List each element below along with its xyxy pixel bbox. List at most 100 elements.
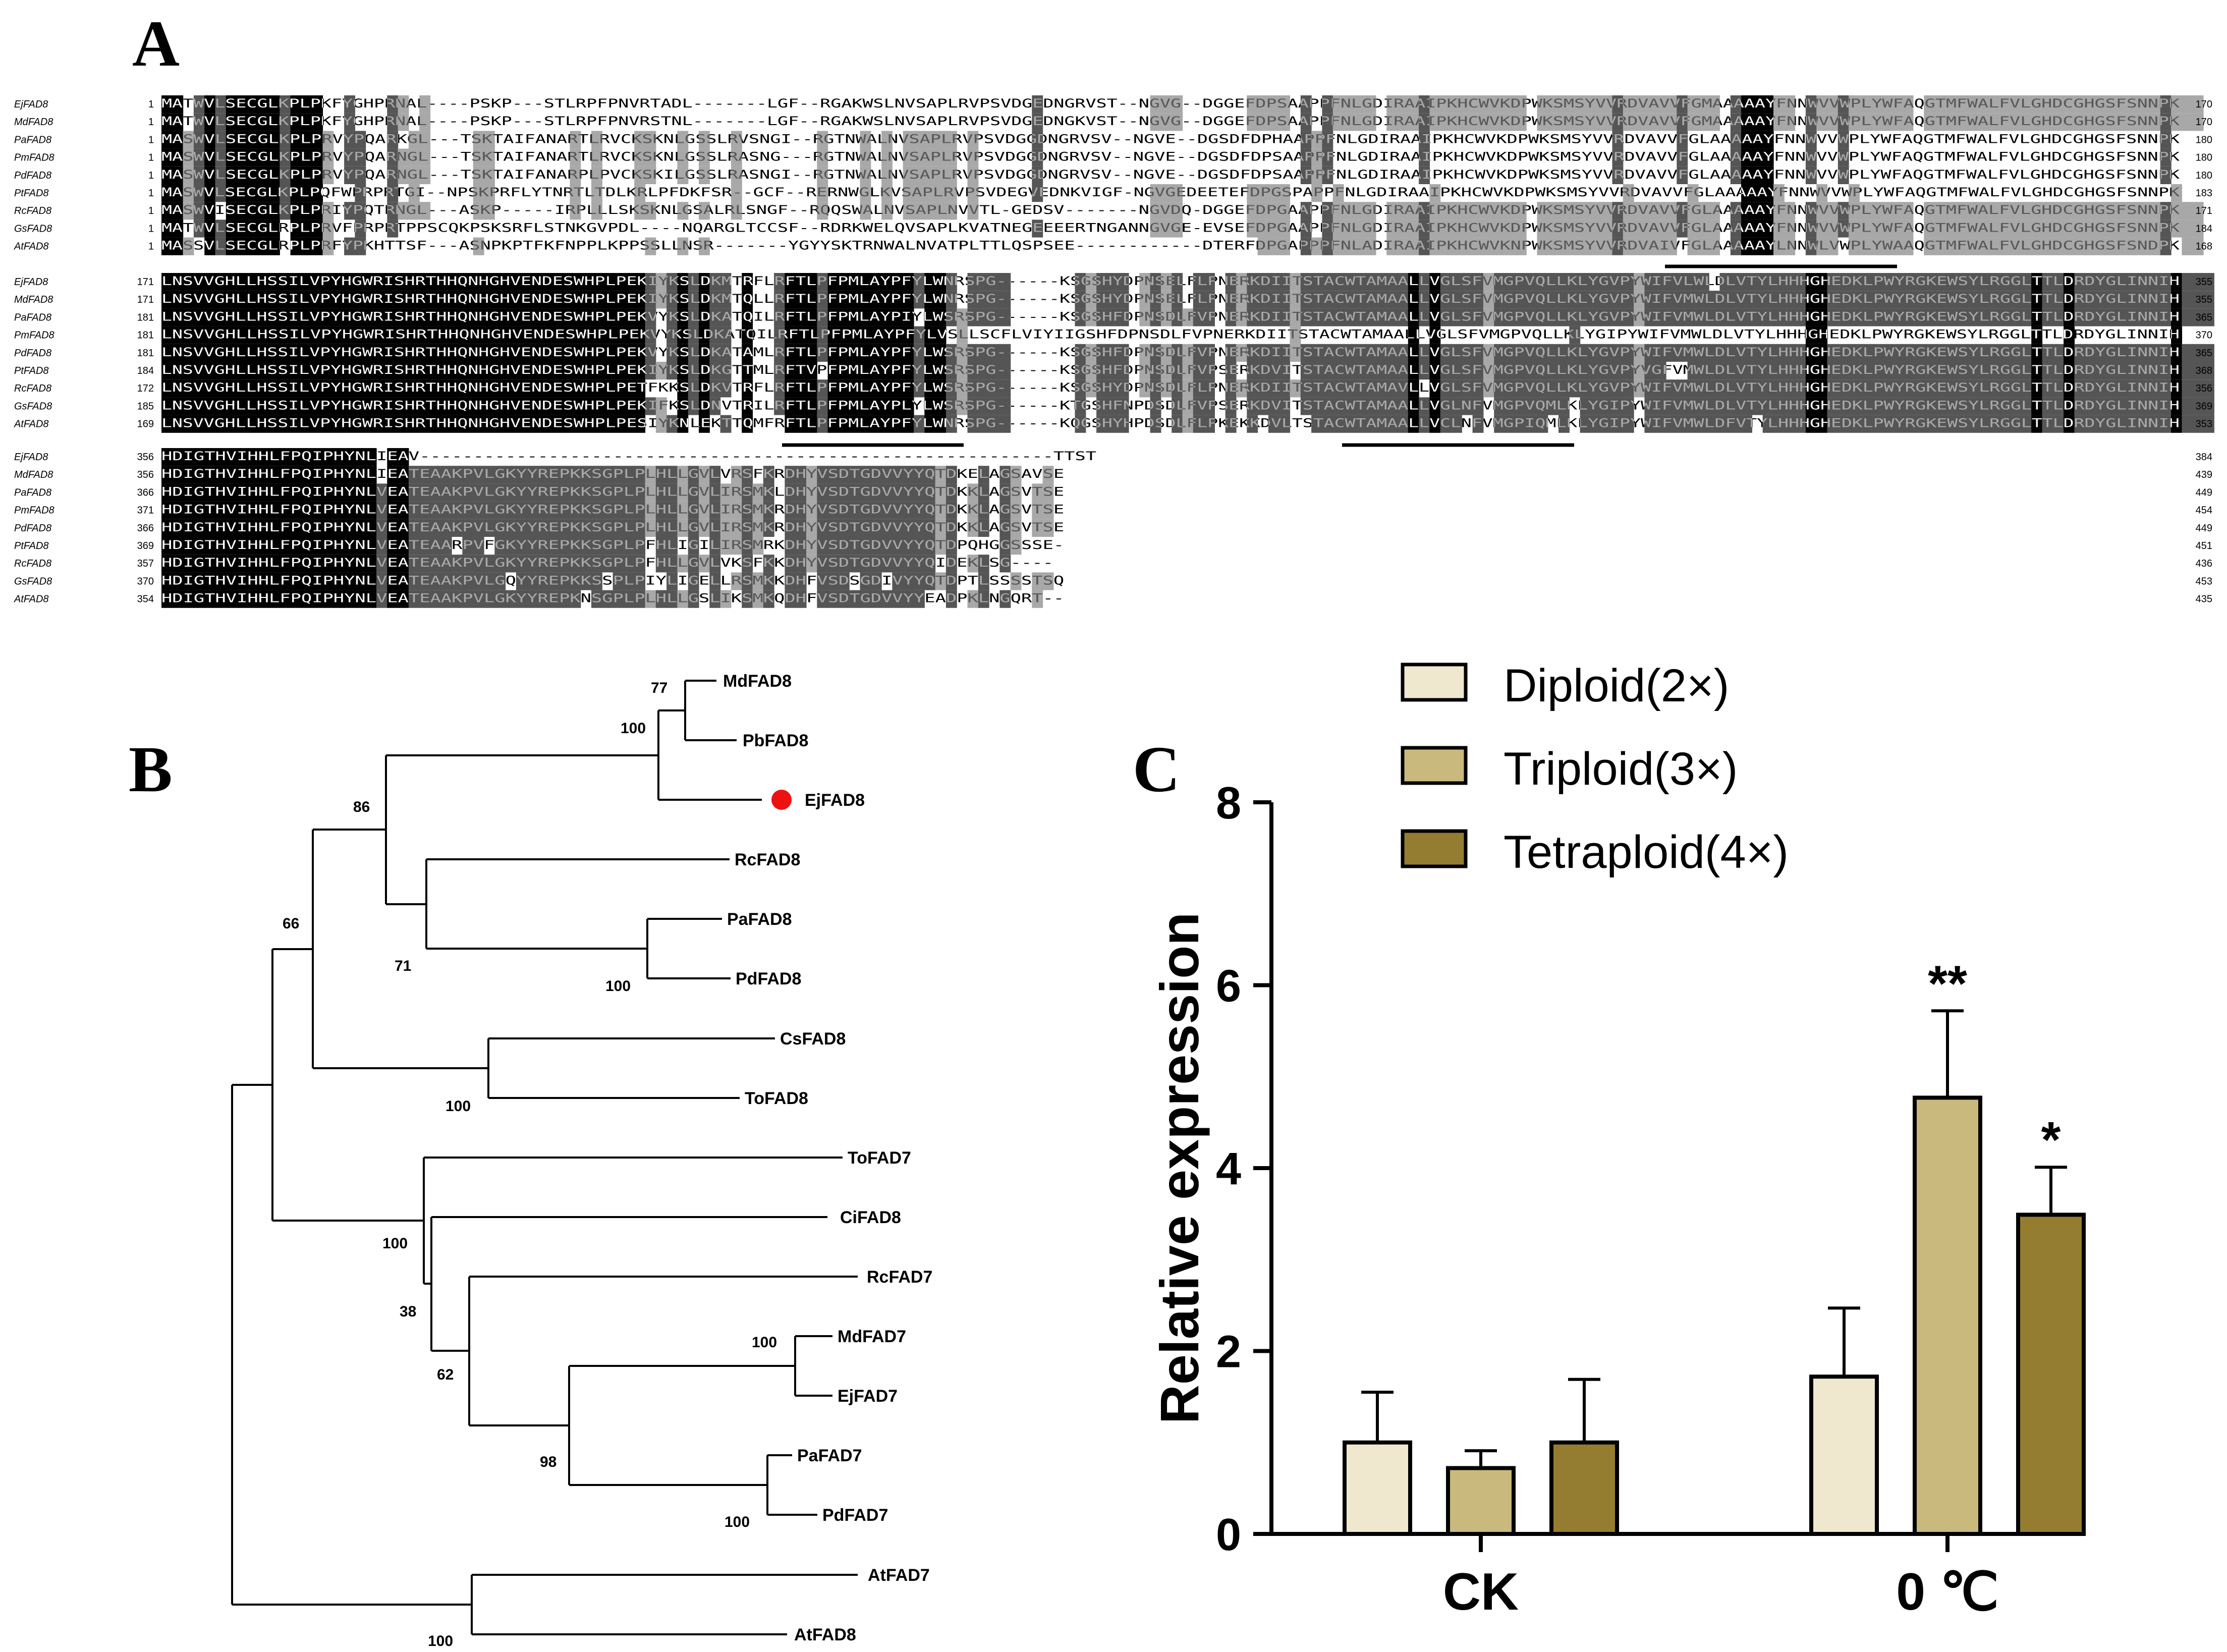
conservation-cell [1762, 362, 1774, 380]
conservation-cell [645, 308, 656, 326]
conservation-cell [806, 326, 817, 344]
conservation-cell [1730, 362, 1742, 380]
conservation-cell [1934, 362, 1946, 380]
alignment-row: EjFAD8 171 LNSVVGHLLHSSILVPYHGWRISHRTHHQNH… [14, 273, 2214, 291]
conservation-cell [785, 273, 796, 291]
conservation-cell [1709, 362, 1720, 380]
sequence-end: 370 [2196, 330, 2212, 341]
sequence-start: 1 [148, 134, 154, 145]
conservation-cell [365, 344, 377, 362]
conservation-cell [742, 291, 753, 309]
taxon-label: EjFAD8 [805, 791, 865, 810]
conservation-cell [870, 273, 882, 291]
conservation-cell [290, 308, 302, 326]
conservation-cell [1472, 344, 1484, 362]
conservation-cell [849, 273, 861, 291]
conservation-cell [1838, 308, 1849, 326]
conservation-cell [1537, 202, 1548, 220]
conservation-cell [312, 326, 323, 344]
conservation-cell [258, 237, 269, 255]
conservation-cell [1247, 95, 1258, 114]
conservation-cell [967, 344, 979, 362]
conservation-cell [1730, 166, 1742, 184]
conservation-cell [1945, 113, 1957, 131]
conservation-cell [387, 291, 399, 309]
conservation-cell [258, 148, 269, 167]
conservation-cell [623, 379, 635, 398]
conservation-cell [1967, 379, 1978, 398]
conservation-cell [1139, 273, 1151, 291]
conservation-cell [290, 273, 302, 291]
conservation-cell [1934, 273, 1946, 291]
conservation-cell [365, 291, 377, 309]
conservation-cell [1107, 291, 1119, 309]
conservation-cell [1182, 362, 1194, 380]
conservation-cell [870, 326, 882, 344]
conservation-cell [237, 184, 248, 202]
conservation-cell [2020, 237, 2032, 255]
alignment-row: RcFAD8 172 LNSVVGHLLHSSILVPYHGWRISHRTHHQNH… [14, 379, 2214, 398]
conservation-cell [172, 379, 184, 398]
conservation-cell [967, 184, 979, 202]
conservation-cell [1236, 273, 1247, 291]
bootstrap-value: 100 [621, 720, 646, 737]
conservation-cell [1752, 291, 1763, 309]
sequence-end: 453 [2196, 576, 2212, 587]
conservation-cell [226, 184, 237, 202]
conservation-cell [1472, 95, 1484, 114]
conservation-cell [731, 166, 742, 184]
conservation-cell [591, 308, 602, 326]
conservation-cell [1849, 273, 1860, 291]
legend-swatch [1401, 746, 1468, 785]
conservation-cell [570, 344, 581, 362]
conservation-cell [1483, 113, 1494, 131]
conservation-cell [2117, 362, 2129, 380]
conservation-cell [172, 308, 184, 326]
conservation-cell [1257, 95, 1269, 114]
conservation-cell [1881, 379, 1892, 398]
conservation-cell [559, 326, 570, 344]
conservation-cell [1827, 202, 1839, 220]
conservation-cell [1752, 184, 1763, 202]
conservation-cell [2031, 291, 2043, 309]
alignment-row: EjFAD8 1 MATWVLSECGLKPLPKFYGHPRNAL----PSKP… [14, 95, 2212, 114]
conservation-cell [2149, 291, 2161, 309]
conservation-cell [237, 291, 248, 309]
conservation-cell [1472, 237, 1484, 255]
conservation-cell [806, 291, 817, 309]
sequence-name: MdFAD8 [14, 117, 53, 128]
conservation-cell [613, 344, 624, 362]
conservation-cell [645, 131, 656, 149]
sequence-start: 356 [137, 452, 154, 463]
conservation-cell [1204, 362, 1215, 380]
conservation-cell [419, 344, 431, 362]
conservation-cell [1515, 113, 1527, 131]
conservation-cell [1977, 308, 1989, 326]
conservation-cell [1569, 95, 1581, 114]
conservation-cell [2192, 379, 2204, 398]
conservation-cell [978, 308, 989, 326]
conservation-cell [924, 291, 936, 309]
conservation-cell [2052, 219, 2064, 238]
conservation-cell [1440, 219, 1452, 238]
conservation-cell [860, 166, 871, 184]
conservation-cell [161, 273, 173, 291]
sequence-residues: LNSVVGHLLHSSILVPYHGWRISHRTHHQNHGHVENDESW… [161, 327, 2180, 342]
conservation-cell [1601, 237, 1613, 255]
conservation-cell [1118, 291, 1129, 309]
conservation-cell [1139, 308, 1151, 326]
sequence-residues: MASSVLSECGLRPLPRFYPKHTTSF---ASNPKPTFKFNP… [161, 239, 2180, 253]
conservation-cell [280, 344, 291, 362]
conservation-cell [269, 131, 280, 149]
conservation-cell [2085, 237, 2096, 255]
sequence-residues: LNSVVGHLLHSSILVPYHGWRISHRTHHQNHGHVENDESW… [161, 398, 2180, 412]
conservation-cell [1956, 308, 1967, 326]
conservation-cell [1924, 308, 1935, 326]
conservation-cell [1268, 379, 1279, 398]
conservation-cell [1601, 202, 1613, 220]
conservation-cell [1881, 362, 1892, 380]
conservation-cell [795, 362, 807, 380]
conservation-cell [2085, 308, 2096, 326]
conservation-cell [1419, 237, 1430, 255]
conservation-cell [1150, 291, 1161, 309]
